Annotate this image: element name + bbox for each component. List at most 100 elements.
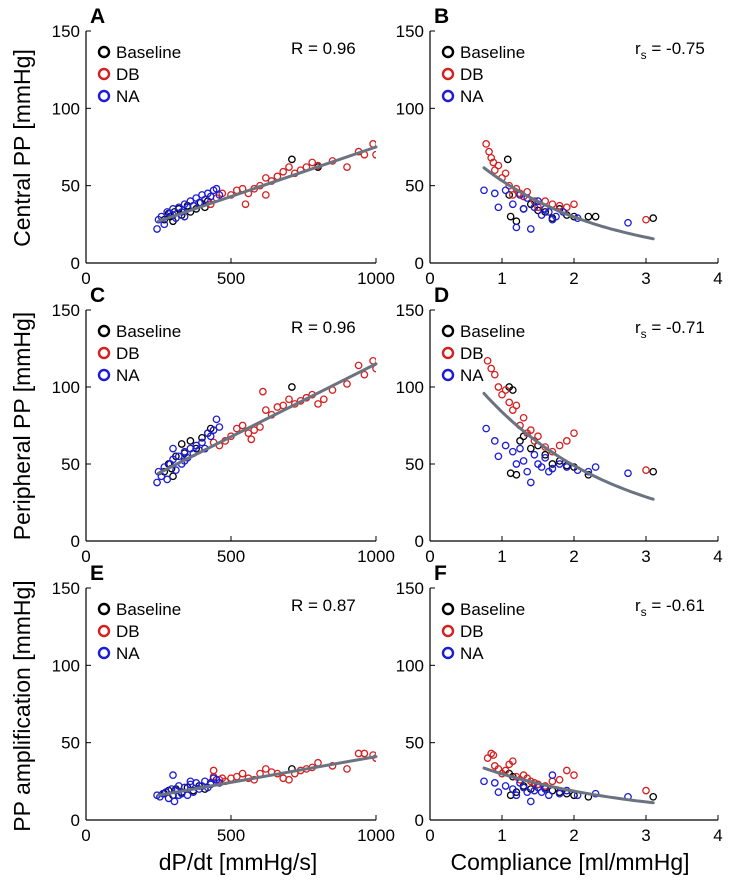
y-tick-label: 0 xyxy=(71,532,80,551)
legend-label: NA xyxy=(116,644,140,663)
data-point xyxy=(490,779,499,787)
x-tick-label: 3 xyxy=(641,269,650,288)
panel-f: 0 50 100 150 0 1 2 3 4 F Baseline DB NA rs = -0.61 xyxy=(396,562,723,845)
data-point xyxy=(169,472,177,481)
legend-label: DB xyxy=(116,344,140,363)
stat-subscript: s xyxy=(641,327,647,341)
data-point xyxy=(209,766,218,775)
data-point xyxy=(485,147,493,156)
data-point xyxy=(516,437,524,445)
legend-marker-baseline xyxy=(97,602,111,616)
y-tick-label: 100 xyxy=(52,378,80,397)
series-baseline xyxy=(503,155,658,226)
y-tick-label: 50 xyxy=(405,455,424,474)
data-point xyxy=(241,200,250,209)
data-point xyxy=(482,140,491,148)
data-point xyxy=(649,467,658,476)
data-point xyxy=(489,751,498,759)
data-point xyxy=(544,208,553,216)
legend: Baseline DB NA xyxy=(441,322,525,385)
data-point xyxy=(548,777,557,786)
y-tick-label: 50 xyxy=(405,734,424,753)
legend-marker-na xyxy=(97,646,111,660)
data-point xyxy=(261,191,270,199)
data-point xyxy=(288,383,296,391)
data-point xyxy=(501,441,510,450)
data-point xyxy=(172,466,180,475)
data-point xyxy=(494,203,503,212)
legend-marker-db xyxy=(97,346,111,360)
data-point xyxy=(503,155,512,164)
data-point xyxy=(360,370,369,379)
series-baseline xyxy=(160,155,322,226)
data-point xyxy=(490,437,499,445)
legend-label: DB xyxy=(116,65,140,84)
data-point xyxy=(285,395,293,404)
fit-line xyxy=(157,755,378,797)
data-point xyxy=(512,460,521,468)
y-tick-label: 150 xyxy=(396,301,424,320)
data-point xyxy=(519,783,528,792)
data-point xyxy=(261,406,270,414)
y-tick-label: 150 xyxy=(396,22,424,41)
data-point xyxy=(555,201,564,210)
data-point xyxy=(649,214,658,222)
data-point xyxy=(480,777,488,786)
data-point xyxy=(206,192,215,201)
data-point xyxy=(170,797,179,806)
stat-value: = -0.75 xyxy=(647,39,705,58)
legend-marker-baseline xyxy=(441,602,455,616)
data-point xyxy=(186,777,195,786)
data-point xyxy=(591,212,600,221)
data-point xyxy=(209,426,218,434)
data-point xyxy=(261,174,270,182)
data-point xyxy=(285,775,293,784)
data-point xyxy=(360,749,369,758)
data-point xyxy=(501,169,510,178)
series-na xyxy=(480,771,632,806)
stat-label: rs = -0.71 xyxy=(635,318,705,341)
x-tick-label: 2 xyxy=(569,826,578,845)
data-point xyxy=(526,444,535,453)
y-tick-label: 0 xyxy=(415,811,424,830)
data-point xyxy=(183,791,192,800)
data-points xyxy=(153,140,376,233)
legend-marker-db xyxy=(97,67,111,81)
data-point xyxy=(215,423,224,431)
data-point xyxy=(519,457,528,465)
x-tick-label: 2 xyxy=(569,547,578,566)
data-point xyxy=(501,186,510,195)
data-point xyxy=(512,223,521,232)
legend-label: Baseline xyxy=(460,600,525,619)
data-point xyxy=(212,184,221,193)
x-tick-label: 0 xyxy=(81,826,90,845)
data-point xyxy=(160,220,169,229)
x-tick-label: 1000 xyxy=(357,826,395,845)
data-point xyxy=(505,191,514,199)
x-tick-label: 500 xyxy=(217,547,245,566)
data-point xyxy=(483,754,492,762)
panel-c: 0 50 100 150 0 500 1000 C Baseline DB NA R = 0.96 xyxy=(52,284,395,566)
data-point xyxy=(180,447,189,456)
y-tick-label: 100 xyxy=(396,656,424,675)
data-point xyxy=(505,398,514,407)
y-tick-label: 100 xyxy=(52,99,80,118)
legend-marker-db xyxy=(441,67,455,81)
data-point xyxy=(314,400,322,408)
series-na xyxy=(480,186,632,233)
data-point xyxy=(259,387,267,396)
data-point xyxy=(343,765,351,773)
legend: Baseline DB NA xyxy=(441,600,525,663)
data-point xyxy=(494,161,503,170)
fit-line xyxy=(157,145,378,223)
data-point xyxy=(174,452,183,461)
fit-line xyxy=(482,166,655,241)
data-point xyxy=(530,450,539,459)
data-point xyxy=(555,441,564,450)
legend: Baseline DB NA xyxy=(97,600,181,663)
data-point xyxy=(508,191,517,199)
data-point xyxy=(308,158,317,167)
legend-label: DB xyxy=(460,622,484,641)
legend-label: DB xyxy=(460,65,484,84)
